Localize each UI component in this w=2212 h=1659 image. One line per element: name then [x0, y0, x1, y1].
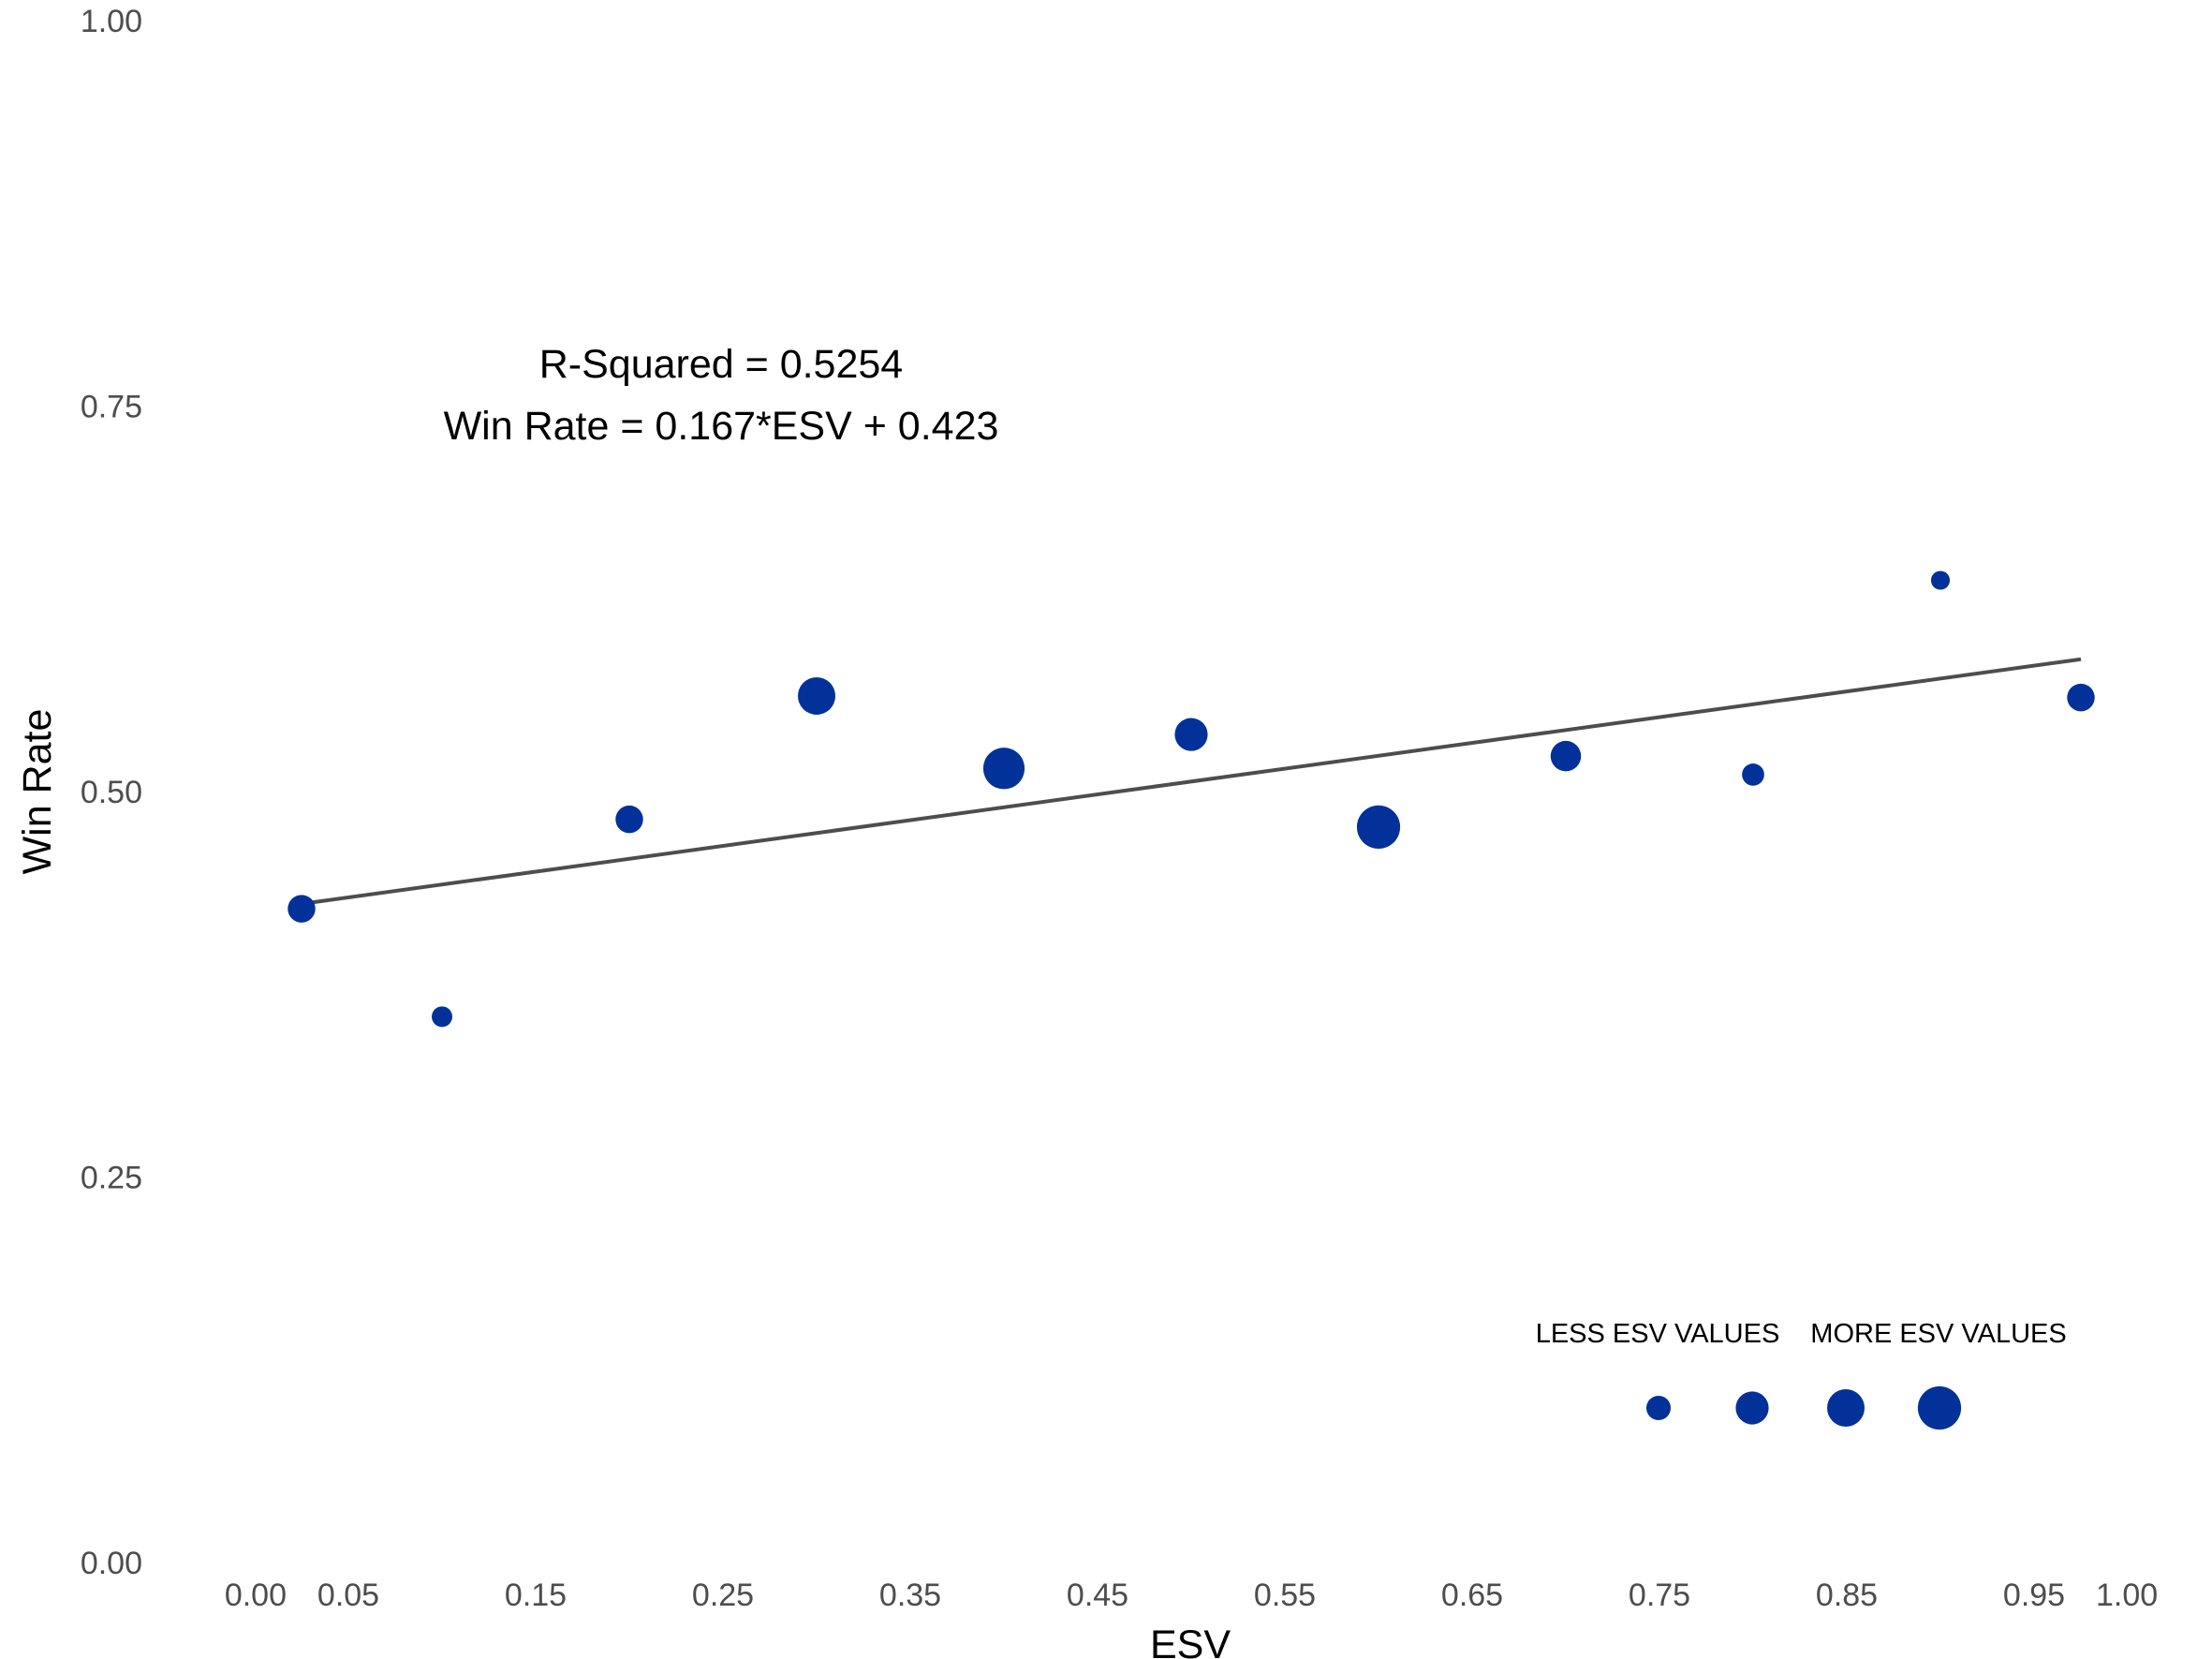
size-legend-dots [1645, 1385, 1962, 1430]
data-point [2067, 683, 2095, 712]
regression-equation-annotation: Win Rate = 0.167*ESV + 0.423 [444, 404, 999, 449]
y-tick-label: 0.00 [81, 1546, 142, 1581]
size-legend-dot [1645, 1395, 1672, 1421]
data-point [1742, 763, 1764, 786]
y-tick-label: 0.50 [81, 775, 142, 810]
data-point [432, 1006, 452, 1028]
size-legend-dot [1827, 1389, 1865, 1427]
size-legend-dot [1917, 1385, 1962, 1430]
y-axis-title: Win Rate [15, 709, 60, 875]
x-tick-label: 0.25 [692, 1578, 754, 1613]
data-point [1550, 740, 1582, 772]
data-point [982, 748, 1025, 790]
x-tick-label: 0.15 [505, 1578, 567, 1613]
y-axis-ticks: 0.00 0.25 0.50 0.75 1.00 [81, 4, 142, 1581]
y-tick-label: 0.25 [81, 1161, 142, 1196]
data-point [798, 676, 835, 715]
y-tick-label: 1.00 [81, 4, 142, 39]
data-point [1930, 570, 1951, 590]
data-point [615, 805, 643, 834]
regression-line [301, 657, 2082, 906]
x-axis-title: ESV [1150, 1622, 1231, 1659]
x-tick-label: 0.00 [225, 1578, 287, 1613]
x-tick-label: 0.35 [879, 1578, 941, 1613]
data-point [1356, 805, 1401, 849]
x-axis-ticks: 0.00 0.05 0.15 0.25 0.35 0.45 0.55 0.65 0.75 0.85… [225, 1578, 2158, 1613]
x-tick-label: 0.95 [2003, 1578, 2065, 1613]
size-legend-less-label: LESS ESV VALUES [1536, 1319, 1780, 1349]
x-tick-label: 0.05 [317, 1578, 379, 1613]
x-tick-label: 0.55 [1254, 1578, 1316, 1613]
x-tick-label: 0.85 [1816, 1578, 1878, 1613]
size-legend-dot [1735, 1391, 1769, 1425]
x-tick-label: 1.00 [2096, 1578, 2158, 1613]
x-tick-label: 0.45 [1067, 1578, 1128, 1613]
x-tick-label: 0.75 [1629, 1578, 1690, 1613]
data-points [288, 570, 2095, 1028]
size-legend-more-label: MORE ESV VALUES [1810, 1319, 2066, 1349]
data-point [288, 895, 316, 923]
data-point [1174, 718, 1208, 751]
y-tick-label: 0.75 [81, 390, 142, 425]
x-tick-label: 0.65 [1441, 1578, 1503, 1613]
r-squared-annotation: R-Squared = 0.5254 [539, 342, 903, 387]
